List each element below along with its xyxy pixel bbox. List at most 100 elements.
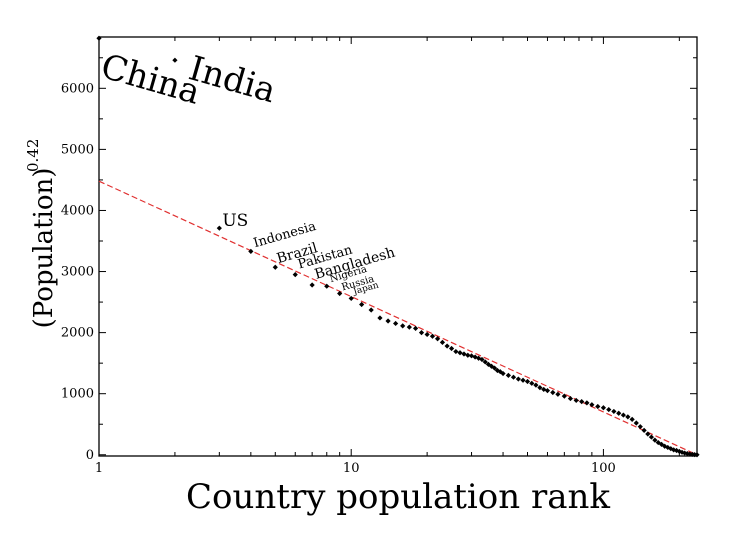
data-point	[671, 447, 677, 453]
data-point	[368, 307, 374, 313]
data-point	[524, 378, 531, 385]
data-point	[620, 412, 626, 418]
data-point	[658, 441, 665, 447]
data-point	[172, 57, 178, 63]
data-point	[468, 353, 475, 359]
plot-frame	[98, 36, 698, 457]
data-point	[682, 450, 688, 456]
data-point	[292, 271, 298, 278]
data-point	[324, 283, 330, 289]
data-point	[648, 434, 655, 440]
y-axis-exponent: 0.42	[24, 139, 42, 172]
data-point	[676, 448, 682, 455]
data-point	[429, 333, 436, 339]
y-axis-title: (Population)	[29, 168, 59, 329]
data-point	[337, 290, 343, 297]
x-tick-label: 1	[95, 461, 103, 476]
y-tick-label: 4000	[61, 203, 94, 218]
data-point	[600, 405, 607, 411]
data-point	[668, 446, 674, 452]
fit-line	[98, 180, 698, 456]
x-axis-title: Country population rank	[186, 477, 610, 517]
data-point	[482, 359, 488, 365]
data-point	[418, 330, 425, 336]
data-point	[479, 356, 485, 363]
data-point	[550, 389, 556, 396]
data-point	[520, 377, 526, 383]
data-point	[537, 384, 543, 391]
data-point	[611, 408, 617, 415]
data-point	[485, 361, 492, 367]
x-tick-label: 100	[591, 461, 616, 476]
data-points	[96, 35, 700, 458]
data-point	[510, 374, 517, 380]
data-point	[595, 403, 601, 410]
y-tick-label: 2000	[61, 326, 94, 341]
data-point	[616, 410, 622, 416]
data-point	[573, 397, 579, 404]
data-point	[633, 420, 639, 426]
y-tick-label: 1000	[61, 387, 94, 402]
data-point	[662, 443, 668, 449]
data-point	[406, 324, 412, 330]
data-point	[494, 367, 501, 374]
data-point	[561, 393, 567, 399]
y-tick-label: 6000	[61, 81, 94, 96]
y-tick-label: 0	[86, 448, 94, 463]
data-point	[400, 323, 406, 329]
annotation-india: India	[184, 48, 280, 111]
data-point	[457, 350, 463, 356]
data-point	[629, 416, 635, 422]
data-point	[606, 406, 612, 413]
y-axis-title-group: (Population) 0.42	[24, 139, 59, 329]
data-point	[645, 431, 651, 437]
data-point	[625, 414, 631, 420]
data-point	[439, 339, 446, 345]
data-point	[637, 424, 643, 430]
data-point	[589, 402, 595, 408]
data-point	[434, 336, 441, 342]
data-point	[500, 370, 506, 377]
data-point	[377, 315, 383, 321]
data-point	[465, 352, 471, 358]
data-point	[641, 427, 647, 433]
data-point	[309, 282, 315, 288]
data-point	[567, 395, 574, 402]
data-point	[579, 399, 585, 405]
annotation-us: US	[222, 211, 248, 231]
data-point	[689, 451, 695, 458]
data-point	[533, 382, 539, 388]
data-point	[424, 331, 430, 338]
data-point	[393, 320, 399, 327]
data-point	[348, 295, 354, 302]
data-point	[515, 376, 521, 382]
data-point	[652, 437, 658, 443]
fit-line-group	[98, 180, 698, 456]
data-point	[453, 348, 459, 355]
data-point	[505, 372, 511, 378]
axis-ticks: 0 1000 2000 3000 4000 5000 6000 1 10 100	[61, 37, 697, 476]
data-point	[448, 345, 455, 352]
y-tick-label: 5000	[61, 142, 94, 157]
data-point	[272, 264, 278, 270]
data-point	[694, 452, 700, 458]
data-point	[444, 343, 450, 349]
data-point	[359, 301, 365, 308]
data-point	[529, 380, 535, 386]
data-point	[491, 365, 498, 371]
data-point	[248, 248, 254, 254]
data-point	[679, 449, 685, 455]
x-tick-label: 10	[343, 461, 360, 476]
data-point	[385, 318, 391, 324]
data-point	[461, 351, 467, 357]
data-point	[412, 325, 419, 331]
data-point	[687, 451, 693, 457]
data-point	[96, 35, 102, 41]
data-point	[555, 391, 561, 397]
data-point	[216, 225, 222, 231]
y-tick-label: 3000	[61, 265, 94, 280]
data-point	[544, 388, 551, 394]
data-point	[584, 400, 590, 406]
